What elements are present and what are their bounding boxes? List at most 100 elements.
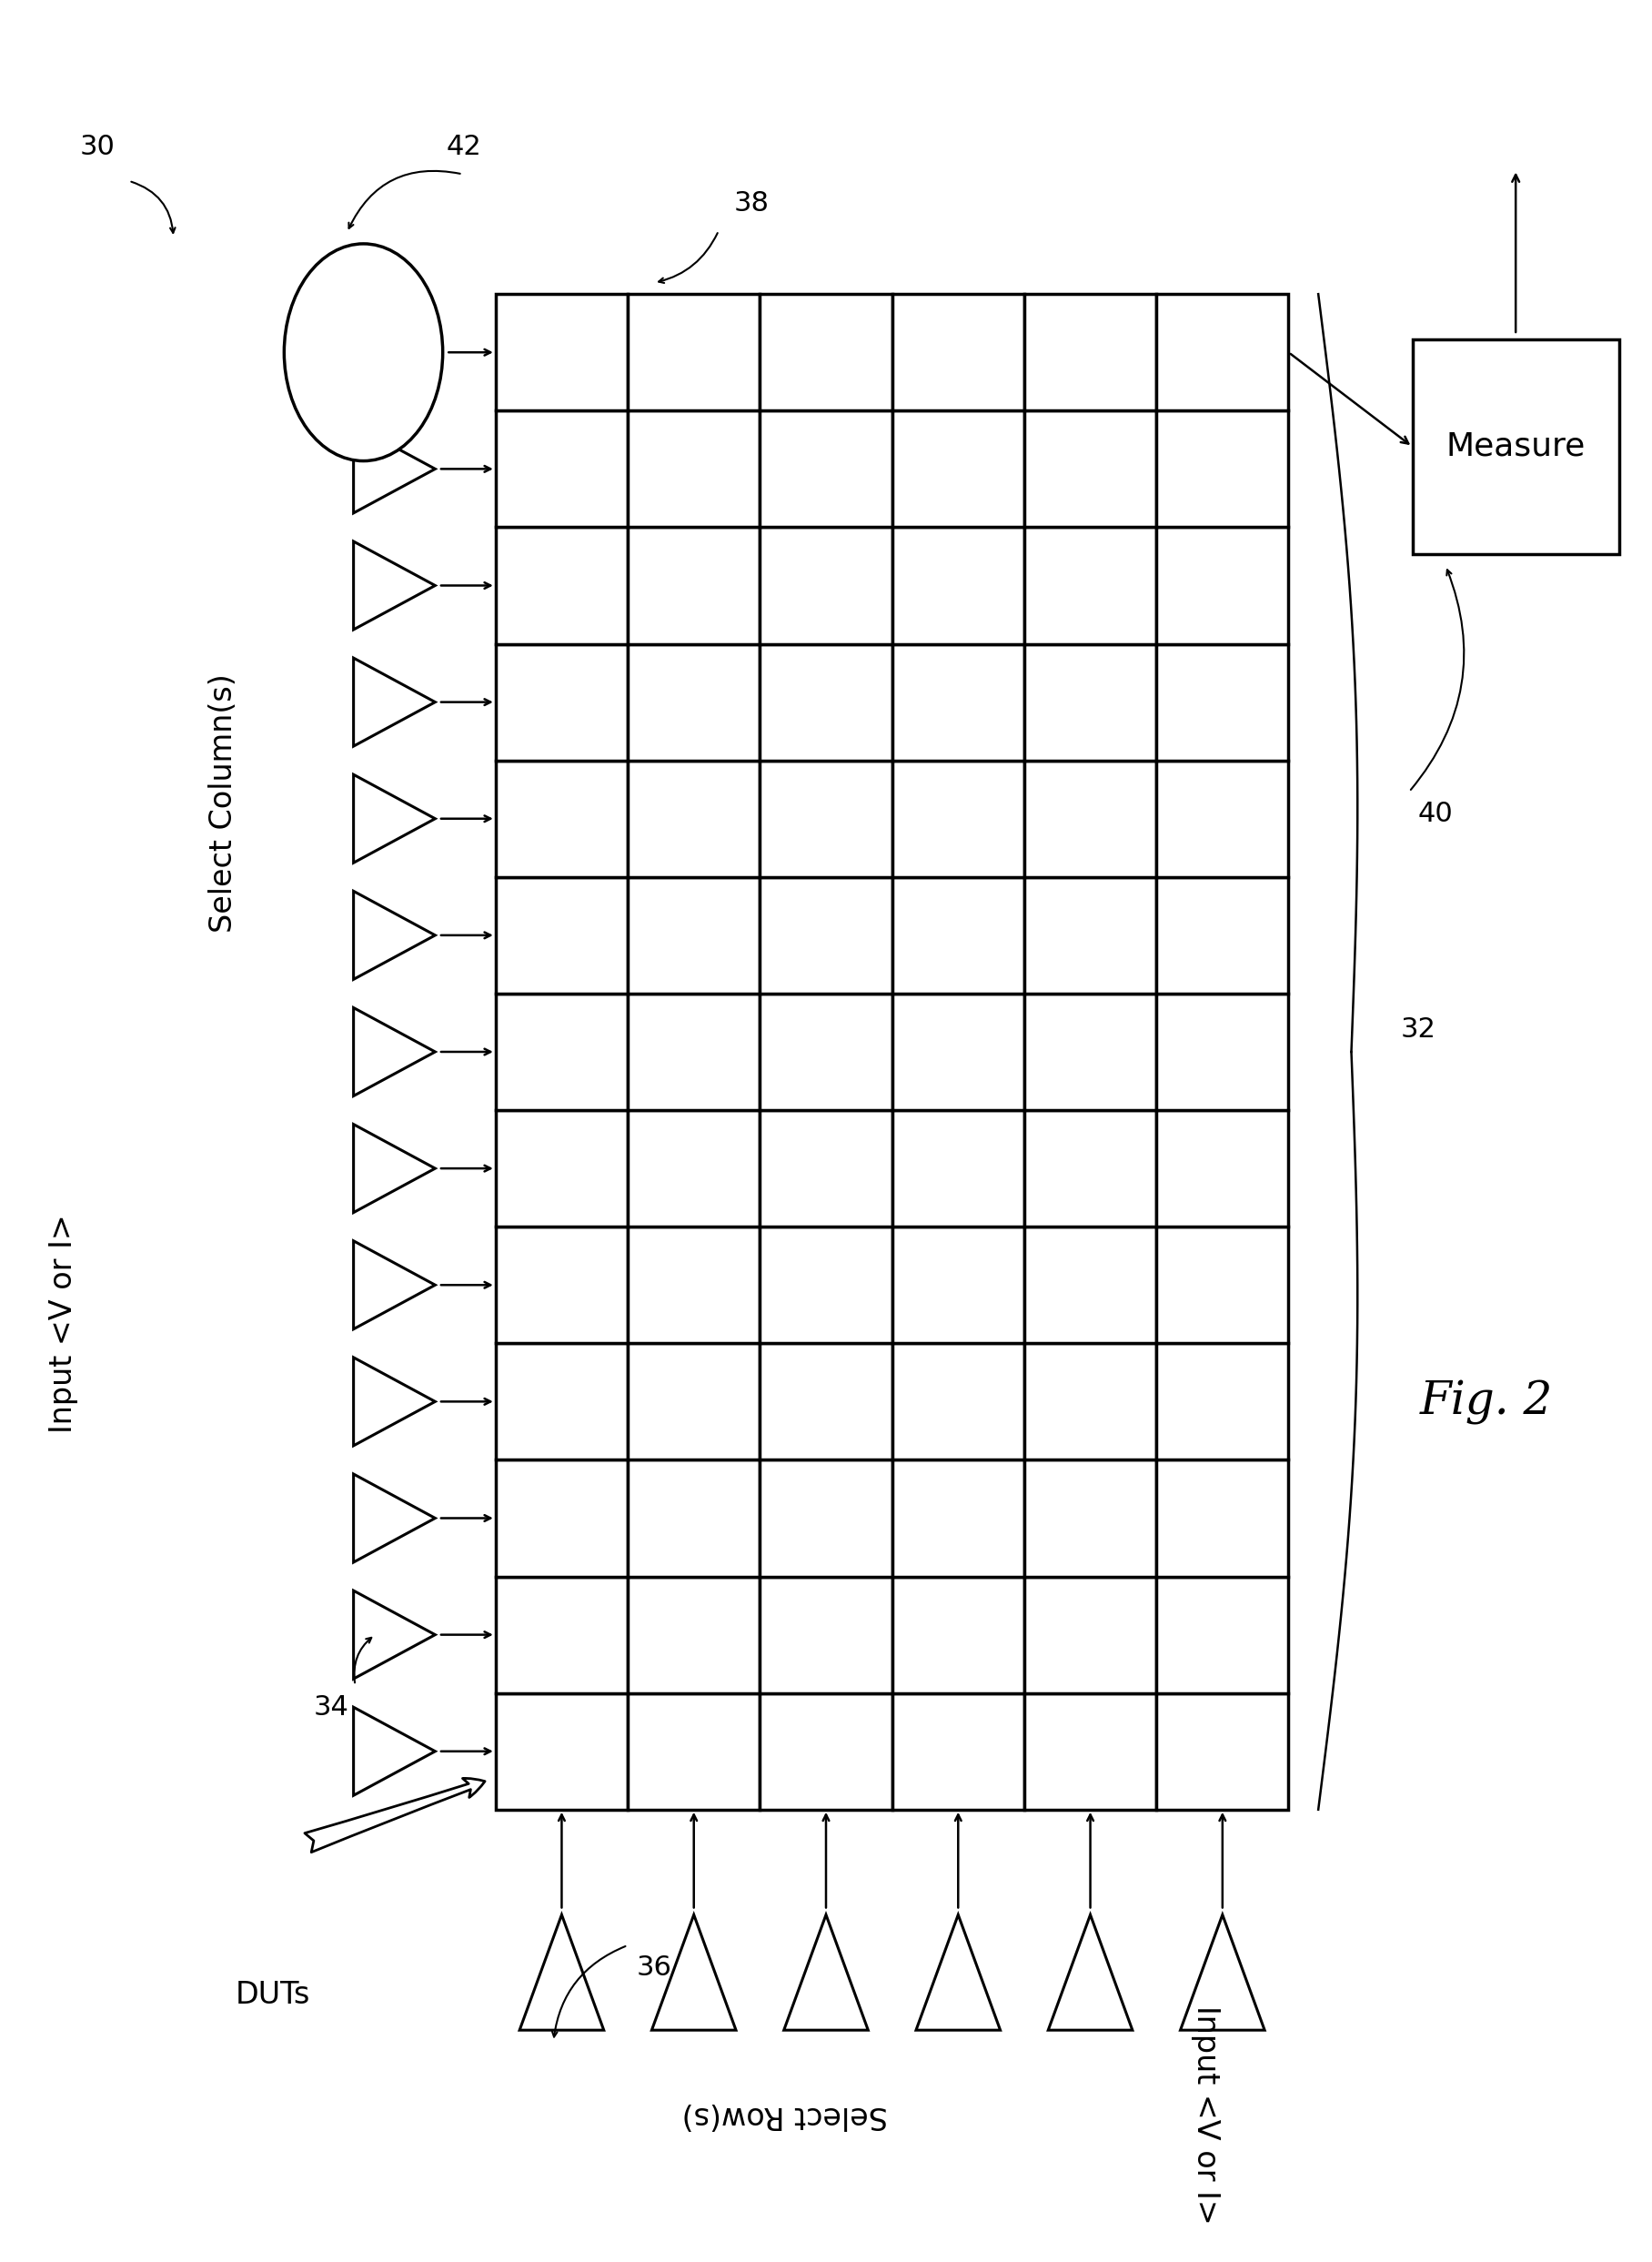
Bar <box>1156 527 1289 645</box>
Bar <box>892 1226 1024 1344</box>
Polygon shape <box>354 1357 434 1445</box>
Bar <box>1156 1577 1289 1692</box>
Bar <box>892 878 1024 993</box>
Bar <box>1024 1226 1156 1344</box>
Polygon shape <box>354 1009 434 1097</box>
Bar <box>1156 645 1289 760</box>
Polygon shape <box>354 425 434 513</box>
Polygon shape <box>354 541 434 629</box>
Bar <box>892 1111 1024 1226</box>
Bar <box>892 1344 1024 1459</box>
Bar <box>1412 339 1619 554</box>
Bar <box>892 1577 1024 1692</box>
Polygon shape <box>519 1914 605 2031</box>
Bar <box>1024 1111 1156 1226</box>
Bar <box>496 878 628 993</box>
Text: 40: 40 <box>1417 801 1452 828</box>
Text: 30: 30 <box>79 133 114 161</box>
Bar <box>892 760 1024 878</box>
Polygon shape <box>1047 1914 1132 2031</box>
Polygon shape <box>783 1914 869 2031</box>
Bar <box>496 760 628 878</box>
Bar <box>628 527 760 645</box>
Bar <box>496 294 628 412</box>
Text: 38: 38 <box>733 190 770 217</box>
Polygon shape <box>354 1124 434 1212</box>
Bar <box>760 1692 892 1810</box>
Bar <box>628 1577 760 1692</box>
Bar <box>760 1344 892 1459</box>
Text: Measure: Measure <box>1446 432 1586 461</box>
Text: Input <V or I>: Input <V or I> <box>1191 2006 1221 2224</box>
Bar <box>496 1692 628 1810</box>
Bar <box>496 1577 628 1692</box>
Polygon shape <box>354 658 434 746</box>
Bar <box>892 645 1024 760</box>
Text: Input <V or I>: Input <V or I> <box>48 1215 78 1432</box>
Bar <box>628 1111 760 1226</box>
Bar <box>760 760 892 878</box>
Bar <box>1156 294 1289 412</box>
Bar <box>760 645 892 760</box>
Bar <box>892 527 1024 645</box>
Bar <box>892 1692 1024 1810</box>
Bar <box>496 1344 628 1459</box>
Text: Select Column(s): Select Column(s) <box>208 674 238 932</box>
Bar <box>760 1226 892 1344</box>
Bar <box>1024 645 1156 760</box>
Bar <box>1024 760 1156 878</box>
Text: 42: 42 <box>446 133 481 161</box>
Bar <box>628 1459 760 1577</box>
Bar <box>1156 1692 1289 1810</box>
Bar <box>496 993 628 1111</box>
Bar <box>1156 878 1289 993</box>
Text: Fig. 2: Fig. 2 <box>1421 1380 1553 1425</box>
Polygon shape <box>354 774 434 862</box>
Bar <box>1156 412 1289 527</box>
Bar <box>760 412 892 527</box>
Bar <box>1024 527 1156 645</box>
Polygon shape <box>354 1475 434 1563</box>
Text: 34: 34 <box>314 1694 349 1721</box>
Bar <box>628 412 760 527</box>
Bar <box>628 760 760 878</box>
Bar <box>628 1226 760 1344</box>
Bar <box>760 993 892 1111</box>
Bar <box>760 527 892 645</box>
Bar <box>760 878 892 993</box>
Bar <box>496 527 628 645</box>
Bar <box>496 1111 628 1226</box>
Bar <box>628 1692 760 1810</box>
Bar <box>760 1459 892 1577</box>
Bar <box>892 294 1024 412</box>
Bar <box>1156 993 1289 1111</box>
Bar <box>1024 1344 1156 1459</box>
Bar <box>496 1226 628 1344</box>
Text: DUTs: DUTs <box>235 1979 311 2011</box>
Bar <box>496 1459 628 1577</box>
Bar <box>1024 1692 1156 1810</box>
Bar <box>892 1459 1024 1577</box>
Polygon shape <box>354 891 434 979</box>
Bar <box>628 294 760 412</box>
Text: 36: 36 <box>636 1954 671 1982</box>
Bar <box>1156 1226 1289 1344</box>
Polygon shape <box>651 1914 737 2031</box>
Bar <box>1156 1111 1289 1226</box>
Bar <box>1024 1459 1156 1577</box>
Bar <box>496 412 628 527</box>
Bar <box>1156 1344 1289 1459</box>
Circle shape <box>284 244 443 461</box>
Bar <box>1156 1459 1289 1577</box>
Text: Select Row(s): Select Row(s) <box>682 2099 887 2131</box>
Bar <box>1156 760 1289 878</box>
Text: 32: 32 <box>1401 1016 1436 1043</box>
Bar <box>628 993 760 1111</box>
Bar <box>628 645 760 760</box>
Bar <box>892 412 1024 527</box>
Bar <box>628 878 760 993</box>
Bar <box>1024 878 1156 993</box>
Bar <box>1024 294 1156 412</box>
Polygon shape <box>1180 1914 1264 2031</box>
Polygon shape <box>354 1708 434 1796</box>
